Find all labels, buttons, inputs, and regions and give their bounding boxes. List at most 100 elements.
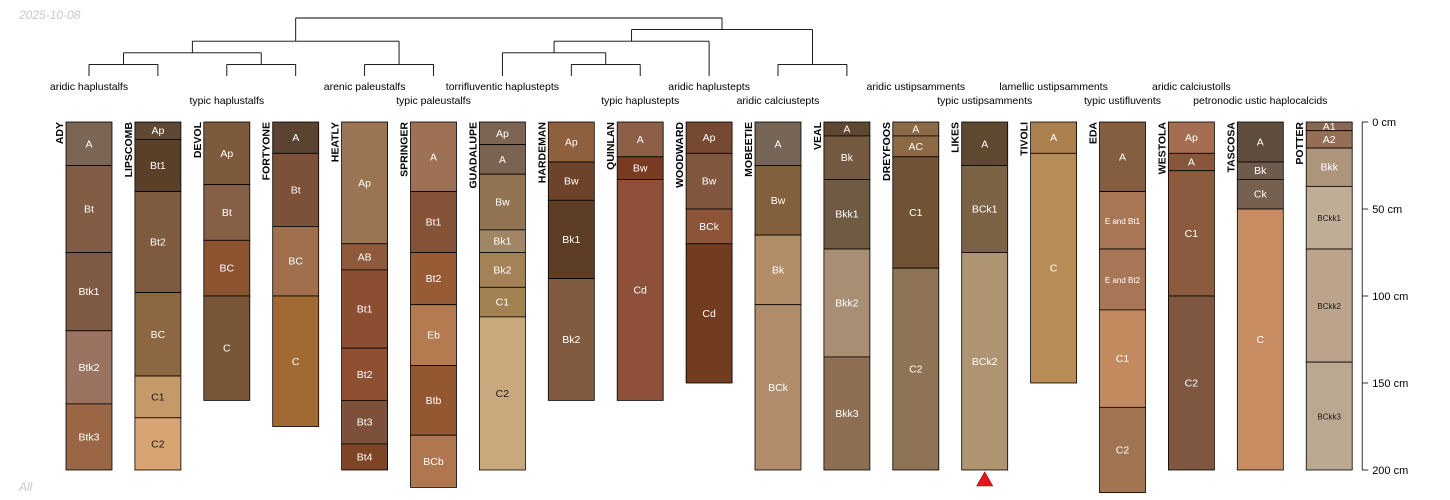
depth-tick-label: 150 cm: [1372, 378, 1408, 390]
profile-tivoli: A C TIVOLI: [1019, 121, 1077, 384]
horizon-label: C: [1257, 334, 1265, 346]
horizon-label: C: [292, 356, 300, 368]
horizon-springer-bt2: [410, 252, 457, 306]
horizon-label: AB: [358, 251, 372, 263]
horizon-label: BCkk3: [1317, 413, 1341, 422]
profile-eda: A E and Bt1 E and Bt2 C1 C2 EDA: [1088, 122, 1146, 494]
profile-name-label: WOODWARD: [674, 122, 686, 188]
horizon-label: Bk: [772, 264, 785, 276]
horizon-label: Bt4: [357, 451, 373, 463]
horizon-label: C2: [151, 438, 165, 450]
horizon-veal-bkk2: [823, 248, 871, 358]
profile-westola: Ap A C1 C2 WESTOLA: [1156, 122, 1215, 471]
horizon-heatly-ab: [341, 243, 389, 271]
horizon-tascosa-c: [1236, 208, 1284, 471]
horizon-lipscomb-bc: [134, 292, 182, 377]
horizon-label: Ap: [358, 177, 371, 189]
horizon-springer-bcb: [410, 434, 457, 488]
horizon-dreyfoos-c1: [892, 156, 940, 269]
profile-name-label: ADY: [54, 122, 66, 144]
horizon-label: A: [1257, 137, 1264, 149]
horizon-label: A: [1050, 132, 1057, 144]
profile-devol: Ap Bt BC C DEVOL: [192, 121, 251, 401]
footer-label: All: [19, 480, 33, 494]
horizon-label: Bt: [291, 184, 301, 196]
profile-tascosa: A Bk Ck C TASCOSA: [1225, 122, 1284, 471]
horizon-label: Bt1: [426, 217, 442, 229]
profile-quinlan: A Bw Cd QUINLAN: [605, 121, 664, 401]
horizon-guadalupe-c2: [478, 316, 526, 471]
dendrogram: [88, 17, 848, 76]
taxonomic-class-label: typic ustifluvents: [1084, 95, 1161, 107]
horizon-devol-bc: [203, 239, 251, 297]
horizon-label: C1: [1185, 228, 1199, 240]
horizon-quinlan-cd: [616, 179, 664, 401]
horizon-label: E and Bt2: [1105, 276, 1141, 285]
taxonomic-class-label: aridic haplustepts: [668, 81, 750, 93]
taxonomic-class-label: torrifluventic haplustepts: [446, 81, 559, 93]
horizon-label: Eb: [427, 330, 440, 342]
horizon-label: Bt: [222, 207, 232, 219]
profile-heatly: Ap AB Bt1 Bt2 Bt3 Bt4 HEATLY: [330, 121, 389, 471]
taxonomic-class-label: arenic paleustalfs: [324, 81, 406, 93]
horizon-guadalupe-a: [478, 144, 526, 175]
horizon-westola-c1: [1168, 170, 1215, 297]
profile-name-label: POTTER: [1294, 122, 1306, 165]
horizon-eda-c1: [1099, 309, 1146, 408]
depth-tick-label: 200 cm: [1372, 465, 1408, 477]
taxonomic-class-label: aridic calciustepts: [737, 95, 820, 107]
profile-woodward: Ap Bw BCk Cd WOODWARD: [674, 122, 733, 384]
taxonomic-class-label: aridic calciustolls: [1152, 81, 1231, 93]
horizon-label: A: [430, 151, 437, 163]
horizon-heatly-bt3: [341, 399, 389, 445]
horizon-veal-bkk3: [823, 356, 871, 471]
horizon-label: C: [1050, 263, 1058, 275]
horizon-label: C2: [909, 364, 923, 376]
horizon-label: Bt1: [357, 304, 373, 316]
horizon-ady-btk3: [65, 403, 113, 471]
taxonomic-class-label: aridic ustipsamments: [866, 81, 965, 93]
horizon-guadalupe-c1: [478, 286, 526, 318]
taxonomic-class-label: lamellic ustipsamments: [999, 81, 1108, 93]
profile-fortyone: A Bt BC C FORTYONE: [261, 121, 320, 427]
horizon-likes-a: [961, 121, 1009, 166]
horizon-label: Bk: [1254, 165, 1267, 177]
horizon-label: C1: [151, 391, 165, 403]
profile-name-label: DREYFOOS: [881, 122, 893, 181]
horizon-eda-e-and-bt1: [1099, 191, 1146, 250]
horizon-label: A1: [1323, 121, 1336, 133]
taxonomic-class-label: typic haplustepts: [601, 95, 679, 107]
horizon-label: BCkk2: [1317, 302, 1341, 311]
horizon-label: BCb: [423, 456, 444, 468]
profile-name-label: LIKES: [950, 122, 962, 153]
horizon-label: A: [292, 132, 299, 144]
horizon-tivoli-a: [1030, 121, 1077, 154]
horizon-dreyfoos-c2: [892, 267, 940, 471]
horizon-label: A: [981, 138, 988, 150]
horizon-label: Bw: [702, 176, 717, 188]
horizon-lipscomb-c1: [134, 375, 182, 419]
horizon-label: BCk: [768, 382, 789, 394]
horizon-ady-bt: [65, 165, 113, 253]
horizon-label: Ap: [496, 128, 509, 140]
profile-name-label: WESTOLA: [1156, 122, 1168, 175]
horizon-potter-bckk3: [1305, 361, 1353, 471]
horizon-label: Bw: [564, 176, 579, 188]
horizon-label: A2: [1323, 134, 1336, 146]
profile-dreyfoos: A AC C1 C2 DREYFOOS: [881, 121, 940, 471]
horizon-springer-a: [410, 121, 457, 192]
horizon-eda-e-and-bt2: [1099, 248, 1146, 311]
horizon-hardeman-ap: [547, 121, 595, 163]
horizon-guadalupe-bk2: [478, 252, 526, 288]
depth-tick-label: 100 cm: [1372, 291, 1408, 303]
horizon-tivoli-c: [1030, 152, 1077, 384]
horizon-label: A: [774, 138, 781, 150]
horizon-label: AC: [909, 141, 924, 153]
horizon-heatly-bt2: [341, 347, 389, 401]
horizon-label: Ap: [151, 125, 164, 137]
horizon-potter-bkk: [1305, 147, 1353, 187]
horizon-label: Bt2: [150, 237, 166, 249]
profile-name-label: TIVOLI: [1019, 122, 1031, 156]
profile-name-label: DEVOL: [192, 121, 204, 158]
